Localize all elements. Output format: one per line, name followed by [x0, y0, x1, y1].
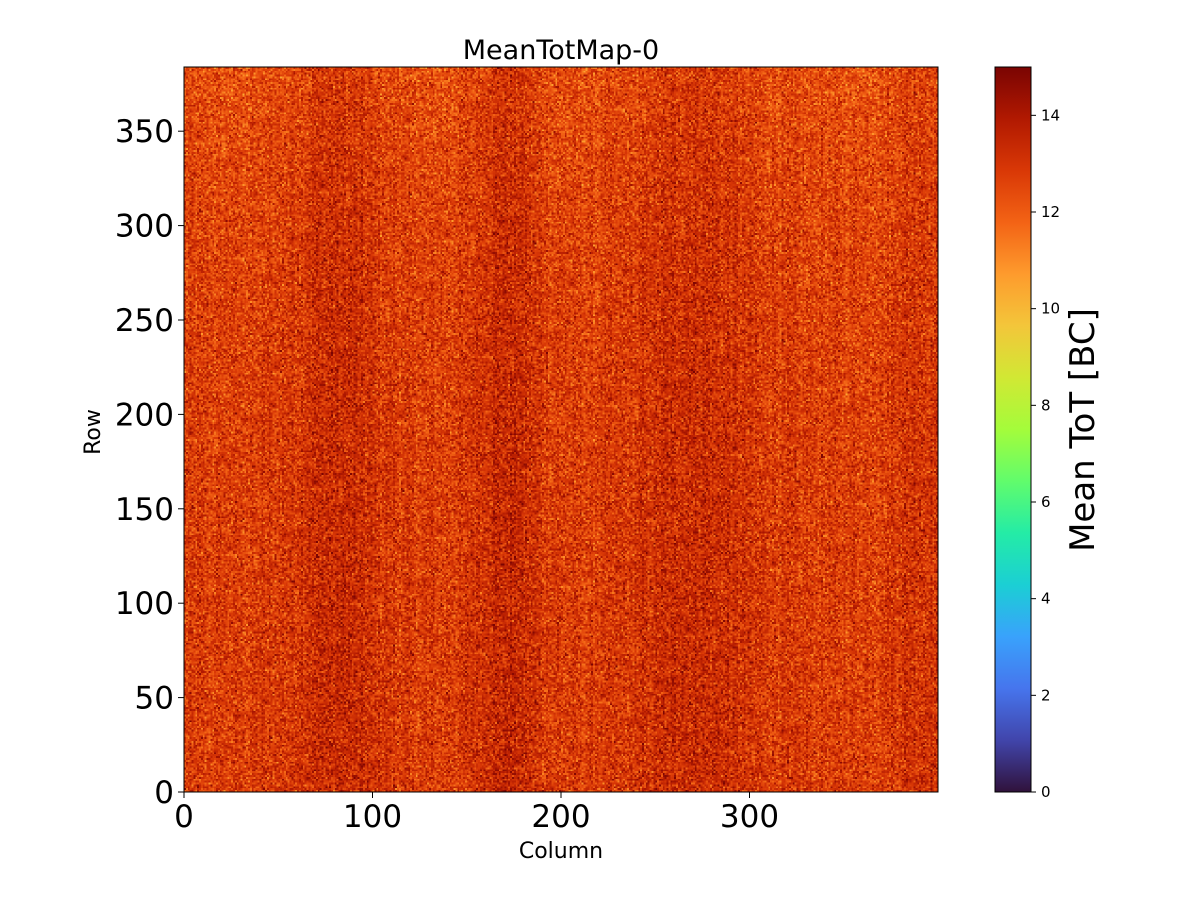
- y-tick-label: 0: [154, 775, 174, 811]
- colorbar-tick-label: 0: [1041, 783, 1051, 801]
- colorbar-gradient: [994, 66, 1032, 793]
- x-tick-label: 100: [343, 799, 402, 835]
- x-tick-label: 0: [174, 799, 194, 835]
- y-tick-label: 350: [115, 114, 174, 150]
- colorbar: 0 2 4 6 8 10 12 14 Mean ToT [BC]: [994, 66, 1103, 801]
- y-tick-label: 100: [115, 586, 174, 622]
- colorbar-ticks: 0 2 4 6 8 10 12 14: [1031, 106, 1060, 801]
- y-axis-title: Row: [81, 409, 106, 455]
- chart-title: MeanTotMap-0: [463, 35, 659, 66]
- y-axis: 0 50 100 150 200 250 300 350: [115, 114, 184, 811]
- x-tick-label: 300: [720, 799, 779, 835]
- colorbar-title: Mean ToT [BC]: [1063, 308, 1103, 552]
- colorbar-tick-label: 14: [1041, 106, 1060, 124]
- y-tick-label: 200: [115, 397, 174, 433]
- colorbar-tick-label: 4: [1041, 590, 1051, 608]
- y-tick-label: 300: [115, 209, 174, 245]
- y-tick-label: 50: [135, 681, 174, 717]
- plot-area: [183, 66, 939, 793]
- colorbar-tick-label: 6: [1041, 493, 1051, 511]
- heatmap-image: [184, 67, 938, 792]
- x-axis-title: Column: [519, 839, 603, 864]
- colorbar-tick-label: 8: [1041, 396, 1051, 414]
- colorbar-tick-label: 12: [1041, 203, 1060, 221]
- colorbar-tick-label: 10: [1041, 300, 1060, 318]
- x-axis: 0 100 200 300: [174, 792, 779, 835]
- y-tick-label: 250: [115, 303, 174, 339]
- x-tick-label: 200: [531, 799, 590, 835]
- colorbar-tick-label: 2: [1041, 686, 1051, 704]
- y-tick-label: 150: [115, 492, 174, 528]
